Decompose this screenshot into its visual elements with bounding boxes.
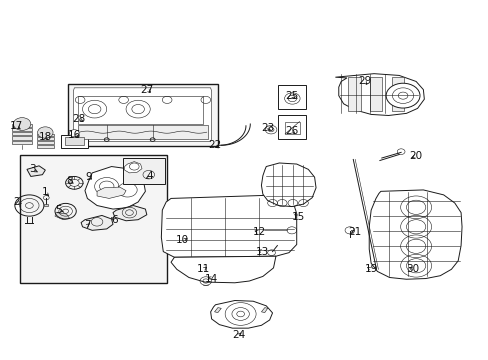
- Text: 21: 21: [347, 228, 361, 238]
- Text: 17: 17: [10, 121, 23, 131]
- Circle shape: [38, 127, 53, 138]
- Text: 30: 30: [406, 264, 418, 274]
- Text: 25: 25: [285, 91, 298, 101]
- Text: 24: 24: [232, 330, 245, 340]
- Text: 2: 2: [13, 197, 20, 207]
- Text: 7: 7: [84, 220, 90, 230]
- Text: 14: 14: [204, 274, 218, 284]
- Text: 23: 23: [261, 122, 274, 132]
- Bar: [12, 141, 32, 144]
- Polygon shape: [81, 215, 113, 230]
- Bar: [278, 85, 306, 109]
- Bar: [37, 134, 54, 136]
- Bar: [285, 122, 299, 134]
- Polygon shape: [171, 256, 275, 283]
- Polygon shape: [124, 162, 142, 173]
- Polygon shape: [113, 206, 146, 221]
- Polygon shape: [73, 88, 211, 142]
- Polygon shape: [27, 166, 45, 176]
- Bar: [61, 135, 88, 148]
- Bar: [12, 136, 32, 140]
- Text: 19: 19: [364, 264, 377, 274]
- Text: 3: 3: [29, 165, 36, 174]
- Bar: [68, 84, 218, 146]
- Text: 27: 27: [140, 85, 153, 95]
- Text: 5: 5: [55, 205, 61, 215]
- Polygon shape: [55, 213, 69, 220]
- Polygon shape: [261, 307, 267, 312]
- Bar: [12, 128, 32, 131]
- Polygon shape: [369, 77, 382, 111]
- Bar: [37, 138, 54, 140]
- Text: 12: 12: [252, 228, 265, 238]
- Text: 20: 20: [409, 151, 422, 161]
- Bar: [37, 141, 54, 144]
- Text: 11: 11: [196, 264, 210, 274]
- Text: 10: 10: [176, 235, 189, 245]
- Text: 9: 9: [85, 172, 92, 182]
- Bar: [44, 204, 48, 206]
- Bar: [78, 125, 208, 139]
- Text: 1: 1: [42, 188, 48, 197]
- Polygon shape: [161, 195, 296, 257]
- Text: 22: 22: [207, 140, 221, 150]
- Polygon shape: [97, 187, 126, 198]
- Circle shape: [69, 130, 79, 137]
- Polygon shape: [391, 77, 403, 111]
- Text: 6: 6: [111, 215, 118, 225]
- Bar: [122, 158, 165, 184]
- Bar: [64, 138, 84, 145]
- Text: 8: 8: [66, 176, 73, 186]
- Bar: [78, 96, 203, 124]
- Bar: [20, 155, 167, 283]
- Polygon shape: [335, 74, 424, 116]
- Bar: [12, 123, 32, 127]
- Polygon shape: [368, 190, 461, 279]
- Text: 13: 13: [256, 247, 269, 257]
- Polygon shape: [210, 301, 272, 328]
- Text: 18: 18: [39, 132, 52, 143]
- Text: 29: 29: [357, 76, 370, 86]
- Text: 15: 15: [291, 212, 305, 222]
- Circle shape: [386, 83, 419, 108]
- Text: 26: 26: [285, 126, 298, 136]
- Polygon shape: [214, 307, 221, 312]
- Text: 4: 4: [146, 171, 153, 181]
- Bar: [12, 132, 32, 135]
- Polygon shape: [261, 163, 315, 207]
- Polygon shape: [85, 167, 145, 209]
- Bar: [278, 115, 306, 139]
- Circle shape: [13, 118, 31, 130]
- Text: 28: 28: [72, 114, 85, 124]
- Polygon shape: [348, 77, 360, 111]
- Bar: [37, 145, 54, 148]
- Text: 16: 16: [67, 130, 81, 140]
